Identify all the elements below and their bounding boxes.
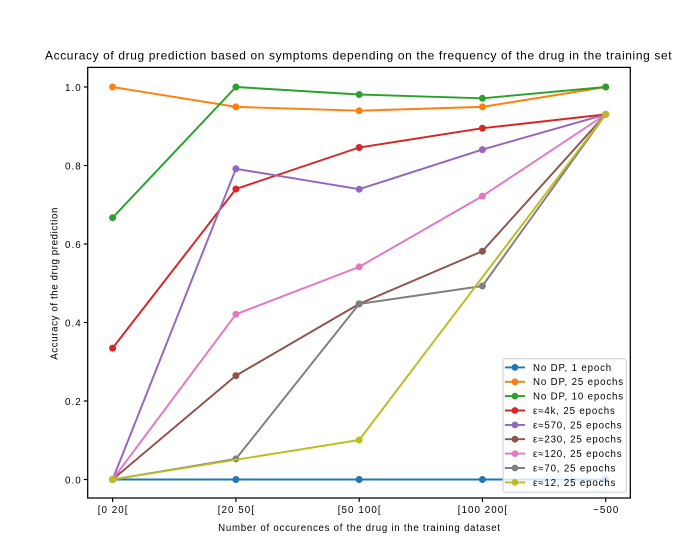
svg-text:Number of occurences of the dr: Number of occurences of the drug in the … [218, 523, 501, 534]
svg-text:ε≈230, 25 epochs: ε≈230, 25 epochs [533, 435, 623, 446]
svg-text:ε≈12, 25 epochs: ε≈12, 25 epochs [533, 478, 616, 489]
svg-text:[50 100[: [50 100[ [338, 505, 382, 516]
svg-text:ε≈570, 25 epochs: ε≈570, 25 epochs [533, 420, 623, 431]
svg-text:0.2: 0.2 [65, 397, 82, 408]
svg-text:0.0: 0.0 [65, 475, 82, 486]
svg-text:ε≈4k, 25 epochs: ε≈4k, 25 epochs [533, 406, 616, 417]
svg-text:[20 50[: [20 50[ [218, 505, 255, 516]
svg-text:No DP, 25 epochs: No DP, 25 epochs [533, 377, 624, 388]
svg-text:Accuracy of drug prediction ba: Accuracy of drug prediction based on sym… [45, 49, 672, 63]
svg-text:0.6: 0.6 [65, 240, 82, 251]
svg-text:Accuracy of the drug predictio: Accuracy of the drug prediction [49, 207, 60, 360]
svg-text:ε≈120, 25 epochs: ε≈120, 25 epochs [533, 449, 623, 460]
svg-text:1.0: 1.0 [65, 83, 82, 94]
svg-text:ε≈70, 25 epochs: ε≈70, 25 epochs [533, 463, 616, 474]
svg-text:No DP, 1 epoch: No DP, 1 epoch [533, 363, 612, 374]
svg-text:No DP, 10 epochs: No DP, 10 epochs [533, 392, 624, 403]
svg-text:~500: ~500 [593, 505, 619, 516]
svg-text:0.8: 0.8 [65, 161, 82, 172]
svg-text:0.4: 0.4 [65, 318, 82, 329]
svg-text:[0 20[: [0 20[ [98, 505, 129, 516]
svg-text:[100 200[: [100 200[ [458, 505, 508, 516]
